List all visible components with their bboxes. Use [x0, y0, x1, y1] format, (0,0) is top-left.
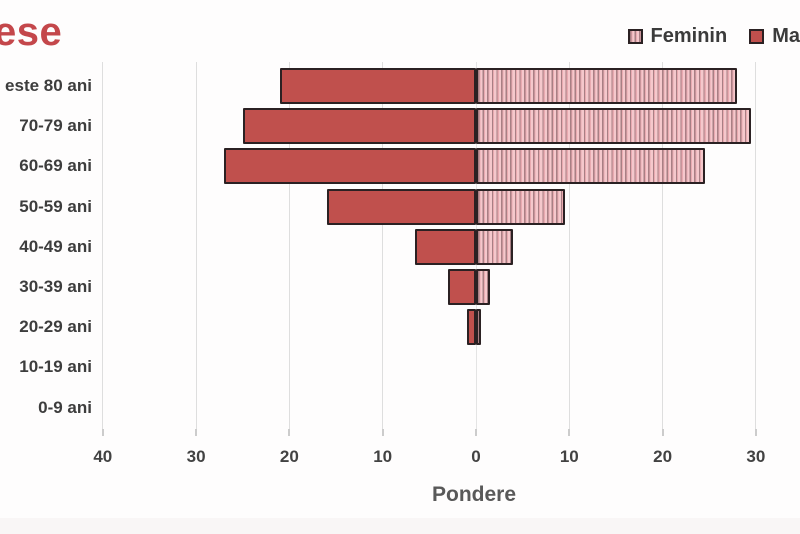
bar-feminin-30-39-ani	[476, 269, 490, 305]
gridline	[568, 62, 570, 429]
bar-feminin-50-59-ani	[476, 188, 565, 225]
legend: Feminin Ma	[627, 25, 800, 48]
category-label: 70-79 ani	[19, 116, 92, 136]
bar-feminin-60-69-ani	[476, 148, 705, 185]
x-tick-label: 40	[93, 447, 113, 466]
axis-tickmark	[568, 429, 571, 436]
gridline	[382, 62, 384, 429]
bar-masculin-este-80-ani	[280, 68, 476, 104]
x-tick-label: 0	[471, 447, 481, 466]
x-tick-label: 10	[373, 447, 393, 466]
axis-tickmark	[195, 429, 198, 436]
bar-masculin-30-39-ani	[448, 269, 476, 305]
bar-feminin-70-79-ani	[476, 108, 752, 145]
legend-item-feminin: Feminin	[627, 25, 728, 48]
bar-feminin-20-29-ani	[476, 309, 481, 346]
axis-tickmark	[661, 429, 664, 436]
category-label: este 80 ani	[5, 76, 92, 95]
legend-label-masculin: Ma	[772, 25, 800, 47]
x-tick-label: 30	[746, 447, 766, 466]
legend-label-feminin: Feminin	[650, 25, 728, 47]
x-axis-title: Pondere	[431, 483, 517, 506]
category-label: 60-69 ani	[19, 156, 92, 176]
masculin-swatch-icon	[749, 29, 765, 44]
bar-masculin-20-29-ani	[466, 309, 476, 346]
axis-tickmark	[381, 429, 384, 436]
bar-feminin-40-49-ani	[476, 228, 514, 265]
gridline	[662, 62, 664, 429]
legend-item-masculin: Ma	[749, 25, 800, 48]
category-label: 40-49 ani	[19, 236, 92, 256]
gridline	[288, 62, 290, 429]
bar-feminin-este-80-ani	[476, 68, 738, 104]
feminin-swatch-icon	[627, 29, 643, 44]
axis-tickmark	[754, 429, 757, 436]
x-tick-label: 10	[559, 447, 579, 466]
axis-tickmark	[288, 429, 291, 436]
gridline	[755, 62, 757, 429]
gridline	[102, 62, 104, 429]
bar-masculin-70-79-ani	[242, 108, 476, 145]
bar-masculin-40-49-ani	[415, 228, 476, 265]
x-tick-label: 20	[653, 447, 673, 466]
bottom-band	[0, 518, 800, 534]
axis-tickmark	[475, 429, 477, 436]
chart-title: ese	[0, 10, 63, 54]
axis-tickmark	[101, 429, 104, 436]
x-tick-label: 30	[186, 447, 206, 466]
category-label: 30-39 ani	[19, 277, 92, 296]
category-label: 0-9 ani	[38, 397, 92, 417]
x-tick-label: 20	[279, 447, 299, 466]
gridline	[195, 62, 197, 429]
category-label: 10-19 ani	[19, 357, 92, 377]
bar-masculin-50-59-ani	[326, 188, 476, 225]
category-label: 20-29 ani	[19, 317, 92, 337]
bar-masculin-60-69-ani	[224, 148, 476, 185]
category-label: 50-59 ani	[19, 196, 92, 216]
